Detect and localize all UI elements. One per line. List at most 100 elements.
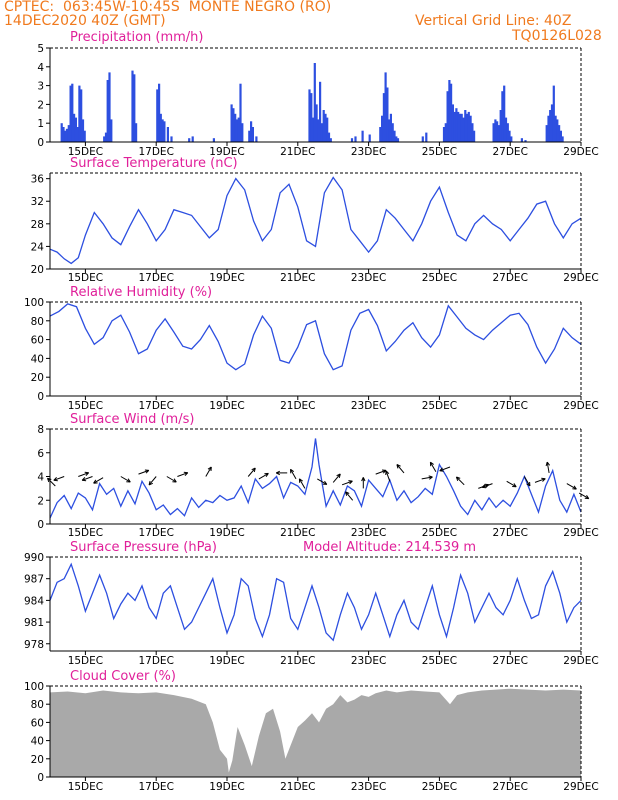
wind-arrow-head	[545, 461, 550, 467]
precip-bar	[381, 115, 384, 142]
wind-arrow	[317, 478, 328, 485]
x-tick-label: 27DEC	[492, 781, 527, 793]
header-date: 14DEC2020 40Z (GMT)	[4, 13, 166, 29]
x-tick-label: 17DEC	[138, 400, 173, 412]
precip-bar	[421, 136, 424, 142]
precip-bar	[326, 117, 329, 142]
precip-bar	[188, 138, 191, 142]
precip-bar	[391, 123, 394, 142]
precip-bar	[494, 119, 497, 142]
wind-arrow	[120, 476, 131, 483]
precip-bar	[501, 91, 504, 142]
x-tick-label: 19DEC	[209, 272, 244, 284]
wind-arrow-head	[144, 469, 150, 474]
y-tick-label: 100	[24, 681, 44, 693]
precip-bar	[237, 117, 240, 142]
precip-bar	[467, 111, 470, 142]
wind-arrow	[148, 476, 157, 486]
precip-bar	[69, 85, 72, 142]
precip-bar	[510, 136, 513, 142]
temp-title: Surface Temperature (nC)	[70, 156, 238, 171]
header-run-id: TQ0126L028	[512, 28, 602, 44]
wind-arrow-head	[381, 469, 387, 474]
precip-title: Precipitation (mm/h)	[70, 30, 203, 45]
wind-arrow-head	[512, 483, 517, 488]
precip-bar	[458, 113, 462, 142]
x-tick-label: 19DEC	[209, 146, 244, 158]
precip-bar	[386, 87, 389, 142]
precip-bar	[156, 89, 159, 142]
precip-bar	[350, 138, 354, 142]
wind-arrow-head	[298, 478, 303, 483]
y-tick-label: 60	[31, 717, 44, 729]
y-tick-label: 28	[31, 219, 44, 231]
y-tick-label: 4	[37, 472, 44, 484]
wind-arrow-head	[541, 477, 546, 482]
precip-bar	[133, 74, 136, 142]
wind-arrow-head	[526, 481, 531, 487]
wind-arrow	[421, 476, 433, 480]
y-tick-label: 6	[37, 448, 44, 460]
precip-bar	[248, 130, 251, 142]
precip-bar	[329, 138, 332, 142]
y-tick-label: 40	[31, 736, 44, 748]
precip-bar	[313, 63, 316, 142]
x-tick-label: 21DEC	[280, 655, 315, 667]
precip-bar	[60, 123, 63, 142]
y-tick-label: 2	[37, 495, 44, 507]
precip-bar	[497, 125, 500, 142]
precip-bar	[241, 123, 244, 142]
precip-bar	[455, 108, 458, 142]
y-tick-label: 0	[37, 137, 44, 149]
x-tick-label: 29DEC	[563, 146, 598, 158]
precip-bar	[503, 85, 506, 142]
precip-bar	[524, 140, 527, 142]
precip-bar	[393, 130, 396, 142]
wind-arrow	[396, 464, 405, 474]
y-tick-label: 990	[24, 552, 44, 564]
x-tick-label: 25DEC	[422, 146, 457, 158]
precip-bar	[550, 104, 554, 142]
precip-bar	[465, 113, 469, 142]
x-tick-label: 27DEC	[492, 527, 527, 539]
y-tick-label: 1	[37, 118, 44, 130]
precip-bar	[166, 127, 169, 142]
precip-bar	[212, 138, 215, 142]
wind-arrow	[166, 476, 177, 483]
wind-arrow-head	[361, 477, 366, 482]
precip-bar	[80, 89, 83, 142]
precip-bar	[450, 83, 453, 142]
wind-arrow-head	[345, 491, 350, 496]
x-tick-label: 25DEC	[422, 655, 457, 667]
precip-bar	[396, 138, 400, 142]
x-tick-label: 15DEC	[68, 146, 103, 158]
precip-bar	[234, 113, 237, 142]
precip-bar	[556, 119, 559, 142]
wind-arrow	[138, 469, 149, 475]
y-tick-label: 0	[37, 519, 44, 531]
wind-arrow	[47, 477, 56, 487]
wind-arrow-head	[572, 485, 577, 490]
wind-arrow-head	[47, 477, 52, 483]
y-tick-label: 981	[24, 617, 44, 629]
x-tick-label: 25DEC	[422, 400, 457, 412]
y-tick-label: 32	[31, 196, 44, 208]
y-tick-label: 40	[31, 353, 44, 365]
precip-bar	[78, 85, 81, 142]
y-tick-label: 100	[24, 297, 44, 309]
precip-bar	[191, 136, 194, 142]
wind-arrow	[298, 478, 306, 489]
precip-bar	[462, 117, 465, 142]
precip-bar	[67, 125, 70, 142]
precip-bar	[492, 123, 495, 142]
wind-arrow	[78, 472, 89, 477]
precip-bar	[457, 111, 460, 142]
x-tick-label: 27DEC	[492, 272, 527, 284]
precip-bar	[508, 130, 511, 142]
panel-pressure: 978 981 984 987 990 15DEC 17DEC 19DEC 21DEC 23DEC…	[24, 540, 599, 667]
x-tick-label: 23DEC	[351, 527, 386, 539]
precip-bar	[547, 115, 550, 142]
wind-arrow-head	[207, 466, 212, 472]
wind-arrow-head	[290, 468, 295, 474]
